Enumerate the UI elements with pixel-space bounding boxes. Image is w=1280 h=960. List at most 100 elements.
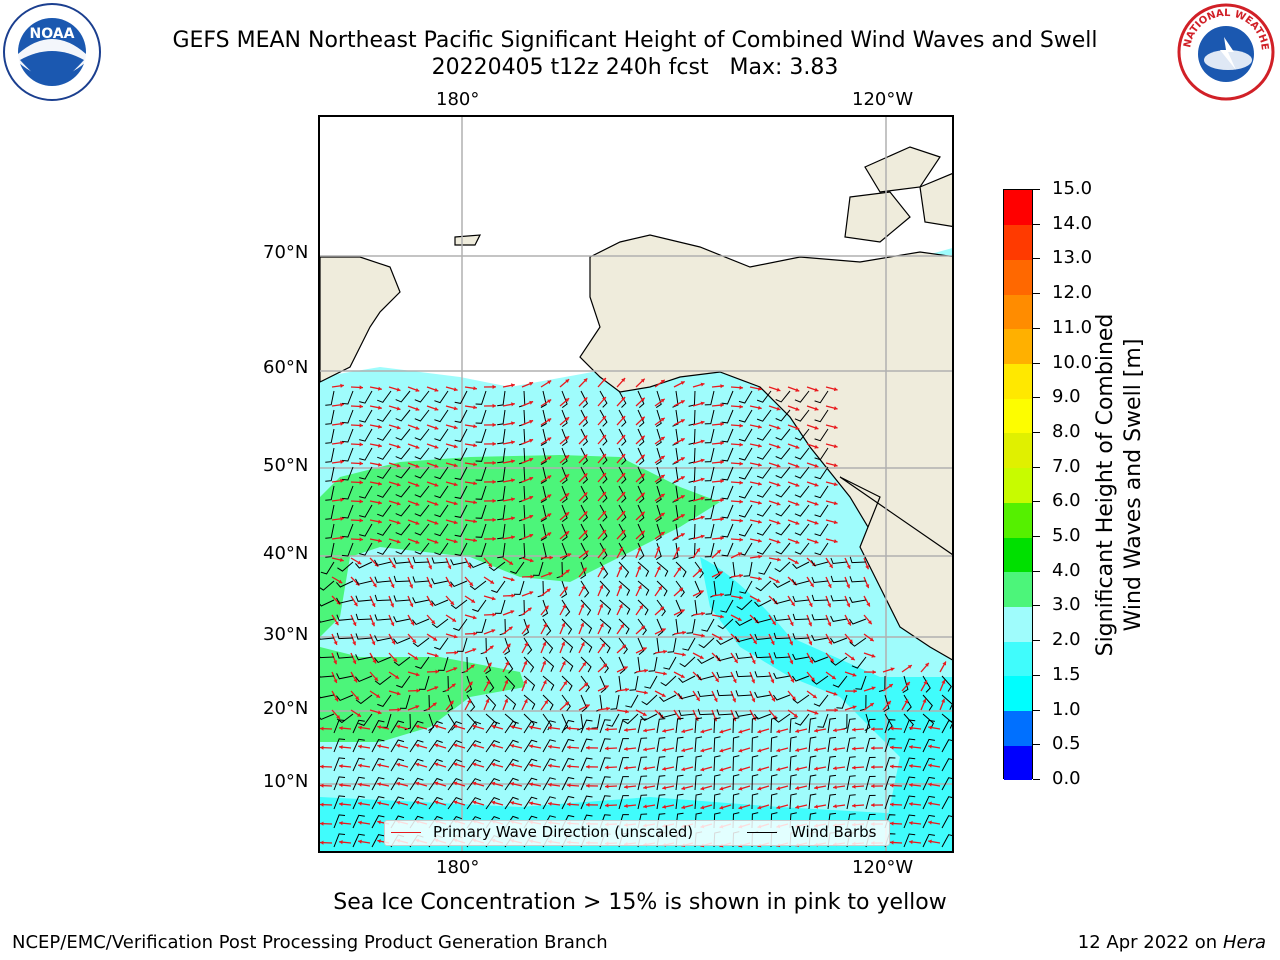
wind-barb: [333, 776, 346, 791]
wave-arrow-head: [621, 473, 626, 477]
wave-arrow-head: [732, 698, 736, 703]
wind-barb: [561, 409, 568, 428]
wave-arrow-head: [757, 462, 762, 467]
wave-arrow-head: [602, 473, 606, 477]
wind-barb: [469, 580, 487, 591]
wave-arrow-head: [491, 743, 496, 748]
wave-arrow-head: [488, 563, 492, 567]
wind-barb: [678, 675, 696, 684]
wave-arrow-head: [396, 539, 401, 544]
wave-arrow-head: [846, 564, 851, 569]
wind-barb: [792, 694, 810, 704]
wave-arrow-head: [340, 535, 344, 540]
wave-arrow-head: [771, 697, 775, 702]
wind-barb: [337, 561, 354, 572]
wind-barb: [724, 580, 734, 596]
wind-barb: [618, 719, 629, 734]
colorbar-segment: [1004, 675, 1032, 712]
wind-barb: [561, 428, 568, 447]
wave-arrow-head: [511, 593, 515, 598]
wave-arrow-head: [662, 804, 667, 809]
wave-arrow-head: [340, 421, 344, 426]
wind-barb: [830, 595, 848, 602]
wave-arrow-head: [453, 501, 458, 506]
wind-barb: [377, 542, 392, 555]
wind-barb: [672, 542, 679, 560]
wave-arrow-head: [434, 387, 439, 392]
wave-arrow-head: [624, 746, 628, 751]
wind-barb: [794, 447, 810, 460]
wave-arrow-head: [511, 516, 515, 521]
wave-arrow-head: [359, 442, 363, 447]
wind-barb: [423, 694, 430, 712]
wave-arrow-head: [415, 464, 420, 468]
wave-arrow-head: [700, 439, 705, 444]
wind-barb: [641, 694, 658, 706]
wave-arrow-head: [828, 640, 832, 645]
wind-barb: [903, 814, 916, 829]
wind-barb: [637, 428, 645, 446]
wave-arrow-head: [680, 476, 685, 480]
wave-arrow-head: [739, 537, 743, 542]
wind-barb: [434, 428, 449, 442]
wind-barb: [694, 755, 703, 772]
wind-barb: [770, 736, 778, 753]
colorbar-segment: [1004, 502, 1032, 538]
wave-arrow-head: [491, 629, 496, 633]
footer-credit: NCEP/EMC/Verification Post Processing Pr…: [12, 932, 608, 953]
wind-barb: [677, 693, 696, 700]
wind-barb: [431, 618, 449, 629]
wave-arrow-head: [720, 422, 724, 427]
wave-arrow-head: [504, 679, 509, 684]
wave-arrow-head: [429, 602, 434, 607]
wind-barb: [355, 561, 373, 569]
wave-arrow-head: [378, 443, 382, 448]
wind-barb: [814, 447, 829, 461]
wave-arrow-head: [866, 602, 870, 607]
wave-arrow-head: [371, 603, 376, 607]
wind-barb: [341, 523, 354, 538]
colorbar-tick-mark: [1033, 327, 1040, 329]
wave-arrow-head: [548, 763, 552, 768]
wind-barb: [561, 694, 571, 712]
wave-arrow-head: [852, 784, 856, 789]
wave-arrow-head: [359, 480, 363, 485]
wind-barb: [721, 466, 734, 481]
wave-arrow-head: [529, 558, 534, 563]
wave-arrow-head: [491, 800, 496, 805]
wave-arrow-head: [662, 785, 667, 790]
wave-arrow-head: [359, 537, 363, 542]
wave-arrow-head: [606, 706, 610, 711]
wave-arrow-head: [751, 659, 756, 664]
wave-arrow-head: [371, 641, 376, 645]
wind-barb: [393, 656, 411, 667]
colorbar-segment: [1004, 259, 1032, 295]
colorbar-tick-label: 0.0: [1052, 768, 1081, 789]
wind-barb: [629, 675, 639, 691]
wave-arrow-head: [661, 628, 666, 632]
wave-arrow-head: [415, 762, 420, 767]
sea-ice-note: Sea Ice Concentration > 15% is shown in …: [333, 890, 947, 915]
wave-arrow-head: [890, 783, 894, 788]
wave-arrow-head: [492, 403, 496, 408]
wind-barb: [732, 755, 740, 772]
wind-barb: [770, 793, 778, 810]
wave-arrow-head: [523, 679, 528, 684]
land-wrangel-island: [454, 234, 482, 246]
colorbar-segment: [1004, 432, 1032, 469]
wind-barb: [491, 580, 506, 593]
wave-arrow-head: [852, 803, 856, 808]
wave-arrow-head: [472, 800, 477, 805]
wave-arrow-head: [643, 785, 647, 790]
wind-barb: [580, 738, 593, 753]
wave-arrow-head: [492, 441, 496, 446]
wind-barb: [599, 757, 611, 772]
wind-barb: [794, 466, 810, 479]
wind-barb: [829, 637, 848, 644]
wind-barb: [902, 675, 909, 694]
wave-arrow-head: [795, 483, 800, 487]
wind-barb: [580, 776, 593, 791]
wave-arrow-head: [681, 729, 686, 734]
wind-barb: [792, 613, 810, 621]
wave-arrow-head: [663, 671, 667, 676]
